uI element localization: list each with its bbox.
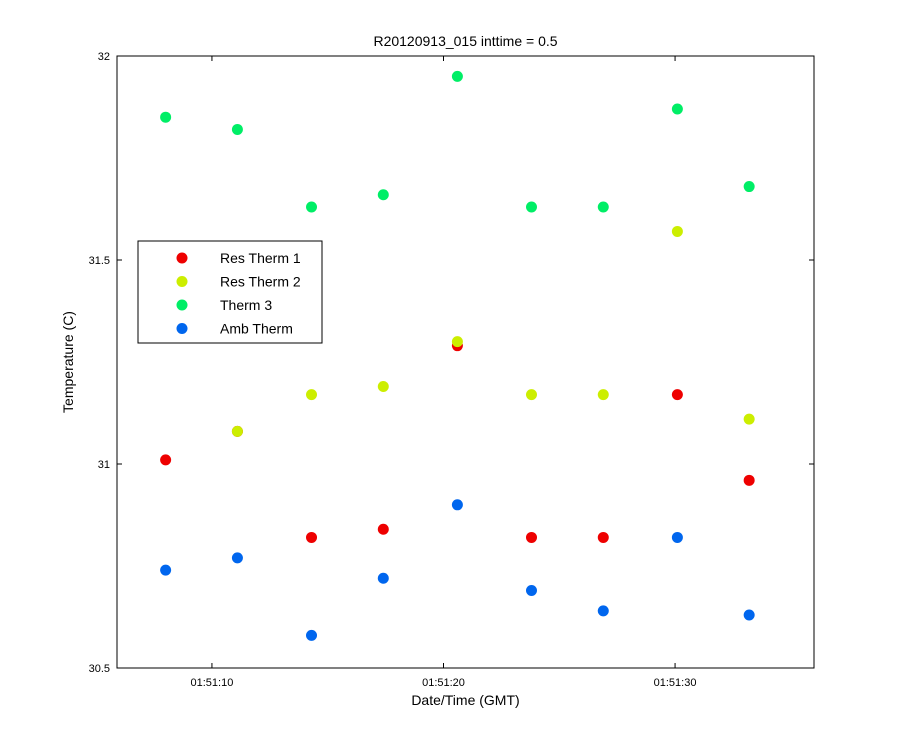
axis-ticks <box>117 55 814 669</box>
x-axis-label: Date/Time (GMT) <box>411 692 519 708</box>
data-point-amb-therm <box>231 552 243 564</box>
legend-label-therm-3: Therm 3 <box>220 297 272 313</box>
data-point-res-therm-1 <box>306 531 318 543</box>
data-point-amb-therm <box>671 531 683 543</box>
legend-marker-res-therm-1 <box>176 252 188 264</box>
legend-marker-res-therm-2 <box>176 276 188 287</box>
legend-marker-therm-3 <box>176 299 188 311</box>
data-point-res-therm-2 <box>231 425 243 437</box>
series-amb-therm <box>160 499 755 641</box>
data-point-therm-3 <box>451 70 463 82</box>
plot-area-frame <box>116 55 815 669</box>
data-points <box>160 70 755 641</box>
data-point-therm-3 <box>306 201 318 213</box>
axis-tick-labels: 01:51:10 01:51:20 01:51:30 30.5 31 31.5 32 <box>89 51 697 689</box>
legend-box <box>137 240 323 344</box>
data-point-res-therm-2 <box>525 389 537 401</box>
y-tick-label: 30.5 <box>89 663 110 675</box>
data-point-amb-therm <box>160 564 172 576</box>
data-point-res-therm-2 <box>671 225 683 237</box>
data-point-therm-3 <box>160 111 172 123</box>
data-point-res-therm-1 <box>597 531 609 543</box>
data-point-res-therm-1 <box>743 474 755 486</box>
data-point-res-therm-1 <box>160 454 172 466</box>
data-point-res-therm-1 <box>671 389 683 401</box>
series-therm-3 <box>160 70 755 213</box>
data-point-res-therm-2 <box>743 413 755 425</box>
data-point-therm-3 <box>671 103 683 115</box>
data-point-amb-therm <box>306 629 318 641</box>
legend-label-res-therm-2: Res Therm 2 <box>220 274 301 290</box>
x-tick-label: 01:51:30 <box>654 677 697 689</box>
data-point-amb-therm <box>377 572 389 584</box>
data-point-amb-therm <box>525 584 537 596</box>
data-point-res-therm-2 <box>377 380 389 392</box>
legend-marker-amb-therm <box>176 323 188 334</box>
data-point-res-therm-2 <box>451 336 463 348</box>
y-axis-label: Temperature (C) <box>60 311 76 413</box>
data-point-res-therm-1 <box>377 523 389 535</box>
data-point-amb-therm <box>743 609 755 621</box>
data-point-amb-therm <box>451 499 463 511</box>
data-point-therm-3 <box>597 201 609 213</box>
data-point-therm-3 <box>525 201 537 213</box>
data-point-res-therm-2 <box>306 389 318 401</box>
data-point-therm-3 <box>377 189 389 201</box>
legend-label-amb-therm: Amb Therm <box>220 321 293 337</box>
x-tick-label: 01:51:10 <box>191 677 234 689</box>
y-tick-label: 31.5 <box>89 255 110 267</box>
y-tick-label: 32 <box>98 51 110 63</box>
data-point-therm-3 <box>743 181 755 193</box>
y-tick-label: 31 <box>98 459 110 471</box>
data-point-therm-3 <box>231 123 243 135</box>
data-point-res-therm-2 <box>597 389 609 401</box>
data-point-amb-therm <box>597 605 609 617</box>
data-point-res-therm-1 <box>525 531 537 543</box>
x-tick-label: 01:51:20 <box>422 677 465 689</box>
legend-label-res-therm-1: Res Therm 1 <box>220 250 301 266</box>
legend: Res Therm 1 Res Therm 2 Therm 3 Amb Therm <box>137 240 323 344</box>
chart-title: R20120913_015 inttime = 0.5 <box>373 33 557 49</box>
